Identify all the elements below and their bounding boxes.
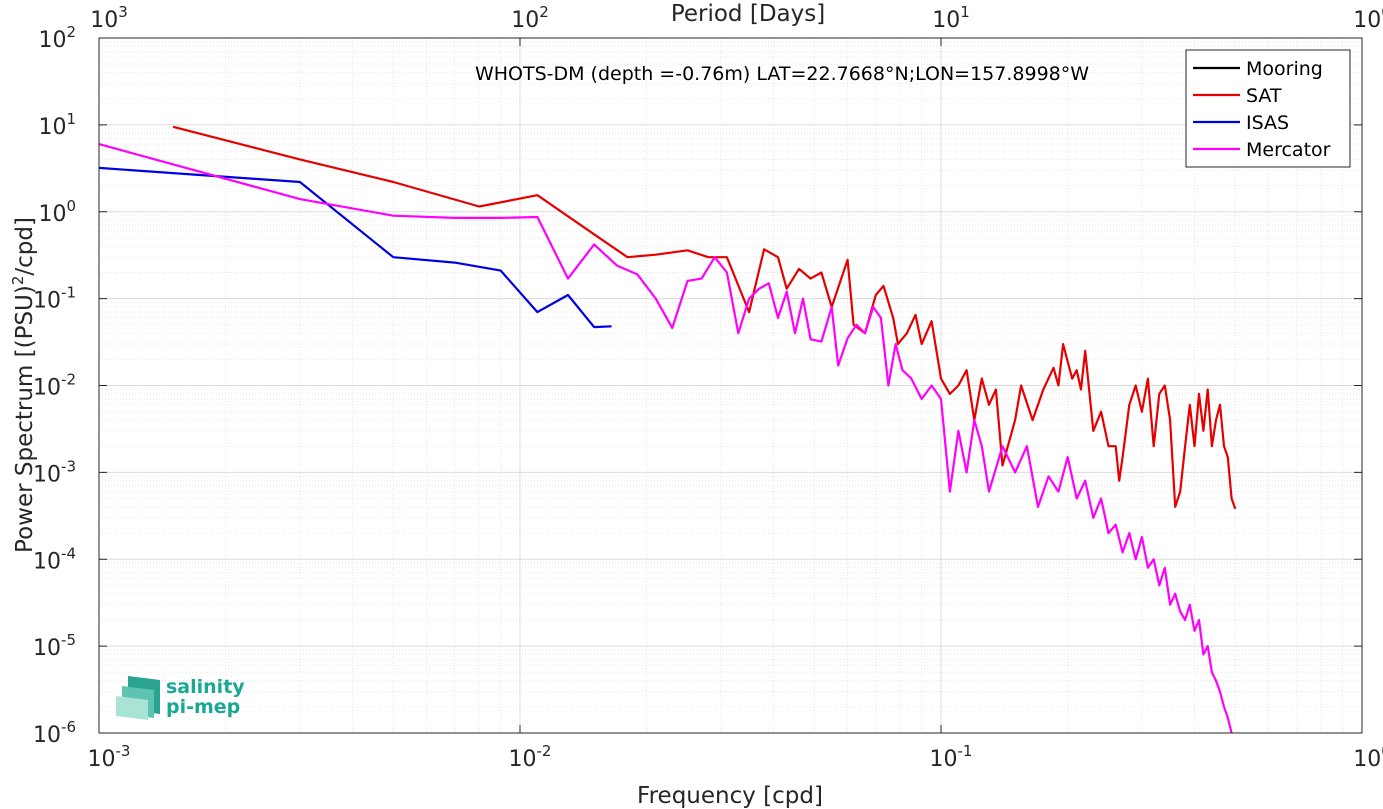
legend-label-mooring: Mooring	[1246, 58, 1323, 80]
y-tick-label: 102	[38, 23, 76, 53]
top-tick-label-exp: 3	[118, 3, 128, 21]
y-tick-label-base: 10	[38, 115, 66, 140]
tick-labels: 10-310-210-110010310210110010210110010-1…	[33, 3, 1383, 772]
y-tick-label-exp: 1	[66, 110, 76, 128]
series-line-isas	[98, 166, 612, 329]
top-tick-label-base: 10	[511, 8, 539, 33]
y-axis-label-tail: /cpd]	[12, 217, 38, 276]
y-tick-label-exp: -3	[61, 457, 76, 475]
y-tick-label: 10-3	[33, 457, 76, 487]
x-tick-label: 10-3	[88, 742, 131, 772]
legend-label-isas: ISAS	[1246, 112, 1289, 134]
top-axis-label: Period [Days]	[671, 1, 825, 27]
series-line-mercator	[98, 143, 1233, 734]
y-tick-label-exp: -2	[61, 371, 76, 389]
x-tick-label-base: 10	[1353, 747, 1381, 772]
x-tick-label: 10-2	[509, 742, 552, 772]
salinity-pi-mep-logo: salinity pi-mep	[116, 676, 245, 720]
y-axis-label: Power Spectrum [(PSU)2/cpd]	[9, 217, 38, 553]
x-tick-label: 10-1	[930, 742, 973, 772]
y-tick-label: 10-5	[33, 631, 76, 661]
x-axis-label: Frequency [cpd]	[637, 783, 823, 809]
y-tick-label-base: 10	[33, 636, 61, 661]
x-tick-label-exp: -3	[116, 742, 131, 760]
grid	[98, 38, 1362, 734]
series-layer	[98, 125, 1237, 734]
y-tick-label-exp: -1	[61, 284, 76, 302]
y-tick-label-exp: -4	[61, 544, 76, 562]
top-tick-label: 101	[932, 3, 970, 33]
y-tick-label-base: 10	[38, 28, 66, 53]
legend-box	[1185, 49, 1351, 168]
top-tick-label-base: 10	[932, 8, 960, 33]
x-tick-label-exp: 0	[1381, 742, 1383, 760]
legend-label-mercator: Mercator	[1246, 139, 1331, 161]
x-tick-label-base: 10	[930, 747, 958, 772]
y-tick-label-base: 10	[33, 289, 61, 314]
y-axis-label-sup: 2	[9, 276, 27, 286]
y-tick-label-base: 10	[33, 462, 61, 487]
x-tick-label-base: 10	[88, 747, 116, 772]
y-tick-label-base: 10	[33, 376, 61, 401]
x-tick-label-exp: -1	[958, 742, 973, 760]
logo-text-salinity: salinity	[166, 676, 245, 698]
top-tick-label: 100	[1353, 3, 1383, 33]
y-tick-label-base: 10	[38, 202, 66, 227]
y-tick-label-exp: -5	[61, 631, 76, 649]
y-tick-label: 10-2	[33, 371, 76, 401]
top-tick-label: 102	[511, 3, 549, 33]
tick-marks	[98, 37, 1363, 734]
y-tick-label: 100	[38, 197, 76, 227]
y-tick-label: 10-4	[33, 544, 76, 574]
top-tick-label-exp: 0	[1381, 3, 1383, 21]
chart-title: WHOTS-DM (depth =-0.76m) LAT=22.7668°N;L…	[475, 63, 1089, 85]
x-tick-label-base: 10	[509, 747, 537, 772]
y-tick-label: 10-1	[33, 284, 76, 314]
y-tick-label: 10-6	[33, 718, 76, 748]
x-tick-label-exp: -2	[537, 742, 552, 760]
logo-text-pi-mep: pi-mep	[166, 696, 240, 718]
top-tick-label-base: 10	[1353, 8, 1381, 33]
y-tick-label-exp: 2	[66, 23, 76, 41]
top-tick-label-exp: 1	[960, 3, 970, 21]
logo-wave-front	[116, 696, 148, 720]
top-tick-label: 103	[90, 3, 128, 33]
top-tick-label-base: 10	[90, 8, 118, 33]
y-tick-label-exp: 0	[66, 197, 76, 215]
top-tick-label-exp: 2	[539, 3, 549, 21]
legend-label-sat: SAT	[1246, 85, 1282, 107]
x-tick-label: 100	[1353, 742, 1383, 772]
y-tick-label-base: 10	[33, 723, 61, 748]
y-tick-label-exp: -6	[61, 718, 76, 736]
y-axis-label-main: Power Spectrum [(PSU)	[12, 285, 38, 553]
y-tick-label-base: 10	[33, 549, 61, 574]
legend: Mooring SAT ISAS Mercator	[1185, 49, 1351, 168]
y-tick-label: 101	[38, 110, 76, 140]
series-line-sat	[172, 125, 1237, 510]
